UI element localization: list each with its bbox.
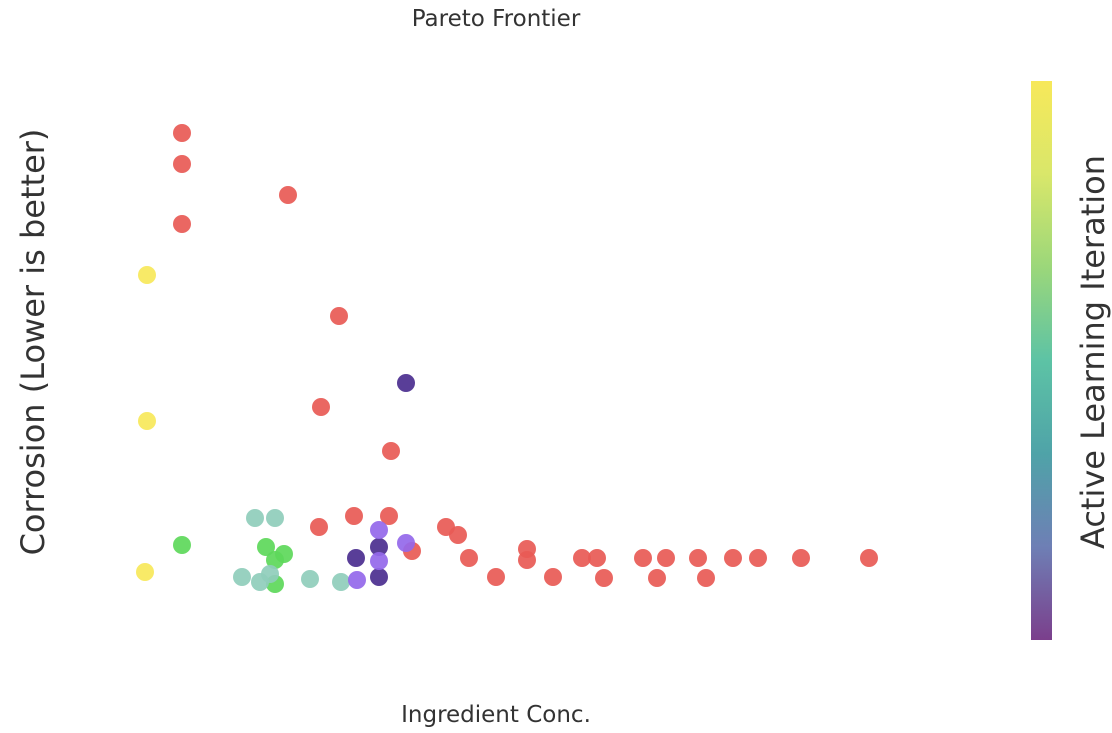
- scatter-point-4-1: [347, 549, 365, 567]
- chart-title: Pareto Frontier: [411, 6, 581, 32]
- points-layer: [136, 124, 878, 593]
- scatter-point-0-6: [382, 442, 400, 460]
- scatter-point-0-1: [173, 155, 191, 173]
- scatter-point-0-19: [588, 549, 606, 567]
- scatter-point-2-1: [257, 538, 275, 556]
- scatter-point-0-28: [792, 549, 810, 567]
- scatter-point-0-22: [648, 569, 666, 587]
- colorbar: [1031, 81, 1052, 640]
- scatter-point-0-18: [573, 549, 591, 567]
- scatter-point-1-1: [138, 412, 156, 430]
- scatter-point-0-24: [689, 549, 707, 567]
- scatter-point-4-3: [370, 568, 388, 586]
- scatter-point-4-0: [397, 374, 415, 392]
- scatter-point-4-2: [370, 538, 388, 556]
- scatter-point-3-1: [266, 509, 284, 527]
- scatter-point-1-0: [138, 266, 156, 284]
- scatter-point-0-17: [544, 568, 562, 586]
- scatter-point-0-26: [724, 549, 742, 567]
- scatter-point-0-12: [449, 526, 467, 544]
- scatter-point-3-5: [301, 570, 319, 588]
- scatter-point-2-0: [173, 536, 191, 554]
- scatter-point-3-0: [246, 509, 264, 527]
- scatter-point-3-4: [261, 565, 279, 583]
- scatter-point-0-27: [749, 549, 767, 567]
- scatter-point-2-3: [266, 551, 284, 569]
- scatter-point-0-16: [518, 551, 536, 569]
- scatter-point-0-0: [173, 124, 191, 142]
- scatter-point-0-8: [345, 507, 363, 525]
- scatter-point-0-21: [634, 549, 652, 567]
- scatter-point-3-6: [332, 573, 350, 591]
- scatter-point-0-14: [487, 568, 505, 586]
- scatter-point-0-4: [330, 307, 348, 325]
- scatter-point-5-2: [370, 552, 388, 570]
- scatter-point-5-0: [370, 521, 388, 539]
- scatter-point-0-25: [697, 569, 715, 587]
- x-axis-label: Ingredient Conc.: [401, 702, 591, 728]
- scatter-point-0-9: [380, 507, 398, 525]
- scatter-point-0-2: [173, 215, 191, 233]
- scatter-point-0-13: [460, 549, 478, 567]
- scatter-point-5-3: [348, 571, 366, 589]
- scatter-point-0-7: [310, 518, 328, 536]
- scatter-point-0-29: [860, 549, 878, 567]
- scatter-point-3-2: [233, 568, 251, 586]
- scatter-point-0-20: [595, 569, 613, 587]
- scatter-point-5-1: [397, 534, 415, 552]
- scatter-point-1-2: [136, 563, 154, 581]
- scatter-point-0-3: [279, 186, 297, 204]
- scatter-point-0-23: [657, 549, 675, 567]
- scatter-point-0-5: [312, 398, 330, 416]
